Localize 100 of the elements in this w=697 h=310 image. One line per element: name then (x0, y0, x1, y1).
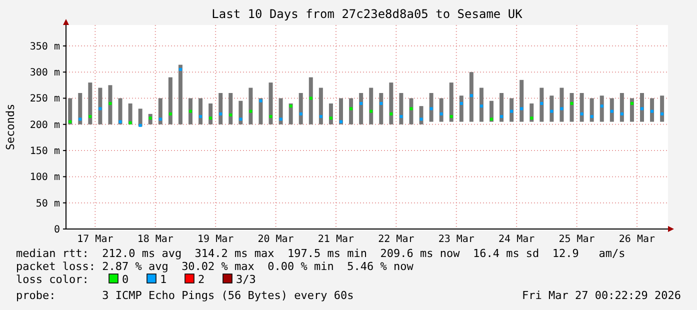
point (158, 118, 162, 121)
y-tick-label: 0 (54, 224, 60, 236)
point (540, 102, 544, 105)
point (209, 116, 212, 120)
point (339, 120, 342, 124)
y-tick-label: 100 m (30, 172, 60, 184)
point (380, 102, 383, 105)
bar (449, 82, 454, 122)
point (219, 112, 222, 116)
point (420, 118, 423, 121)
bar (158, 98, 162, 124)
bar (68, 98, 72, 124)
chart-title: Last 10 Days from 27c23e8d8a05 to Sesame UK (212, 7, 524, 21)
bar (389, 82, 394, 124)
y-tick-label: 200 m (30, 120, 60, 131)
bar (439, 98, 444, 122)
x-tick-label: 26 Mar (618, 234, 656, 245)
bar (500, 93, 504, 122)
x-tick-label: 20 Mar (258, 234, 294, 245)
text: median rtt: 212.0 ms avg 314.2 ms max 197.5 ms min 209.6 ms now 16.4 ms sd 12.9 am/s (16, 247, 626, 260)
legend-label: 1 (160, 273, 167, 286)
point (138, 124, 142, 127)
bar (399, 93, 404, 124)
bar (570, 93, 574, 122)
point (98, 107, 102, 110)
x-tick-label: 17 Mar (77, 234, 114, 245)
bar (650, 98, 654, 122)
point (118, 120, 122, 124)
bar (520, 80, 524, 122)
point (480, 104, 483, 108)
point (610, 110, 614, 113)
point (400, 115, 403, 118)
point (430, 107, 433, 110)
point (530, 116, 534, 120)
bar (178, 64, 182, 124)
y-tick-label: 300 m (30, 68, 60, 79)
point (199, 115, 202, 118)
bar (308, 77, 313, 124)
point (440, 112, 443, 116)
bar (560, 88, 564, 122)
x-tick-label: 18 Mar (137, 234, 174, 245)
point (269, 115, 272, 118)
point (450, 115, 453, 118)
y-tick-label: 150 m (30, 146, 60, 158)
bar (429, 93, 434, 122)
bar (510, 98, 514, 122)
point (600, 104, 604, 108)
bar (168, 77, 172, 124)
legend-label: 3/3 (236, 273, 256, 286)
point (360, 102, 363, 105)
point (470, 94, 473, 98)
x-tick-label: 22 Mar (378, 234, 414, 245)
point (279, 118, 282, 121)
text: packet loss: 2.87 % avg 30.02 % max 0.00 % min 5.46 % now (16, 260, 414, 273)
bar (620, 93, 624, 122)
point (560, 107, 564, 110)
bar (268, 82, 273, 124)
bar (78, 93, 82, 124)
bar (88, 82, 92, 124)
point (259, 99, 262, 102)
point (490, 118, 493, 121)
bar (550, 96, 554, 122)
point (630, 102, 634, 105)
point (88, 115, 92, 118)
point (390, 112, 393, 116)
point (640, 107, 644, 110)
bar (98, 88, 102, 124)
point (350, 107, 353, 110)
bar (610, 98, 614, 122)
point (500, 115, 504, 118)
point (550, 110, 554, 113)
bar (359, 93, 364, 124)
point (570, 102, 574, 105)
bar (248, 88, 253, 124)
legend-label: 2 (198, 273, 205, 286)
point (650, 110, 654, 113)
legend-label: 0 (122, 273, 129, 286)
point (329, 116, 332, 120)
point (370, 110, 373, 113)
bar (108, 85, 112, 124)
bar (369, 88, 374, 124)
point (178, 68, 182, 71)
point (319, 115, 322, 118)
x-tick-label: 25 Mar (558, 234, 595, 245)
bar (349, 98, 354, 124)
bar (118, 98, 122, 124)
point (229, 113, 232, 116)
bar (640, 93, 644, 122)
bar (238, 100, 243, 124)
bar (188, 98, 192, 124)
y-tick-label: 350 m (30, 41, 60, 52)
x-tick-label: 21 Mar (318, 234, 354, 245)
point (510, 110, 514, 113)
y-tick-label: 250 m (30, 94, 60, 105)
legend-title: loss color: (16, 273, 89, 286)
bar (459, 96, 464, 122)
y-axis-title: Seconds (4, 104, 17, 150)
bar (338, 98, 343, 124)
point (620, 112, 624, 116)
point (289, 104, 292, 108)
